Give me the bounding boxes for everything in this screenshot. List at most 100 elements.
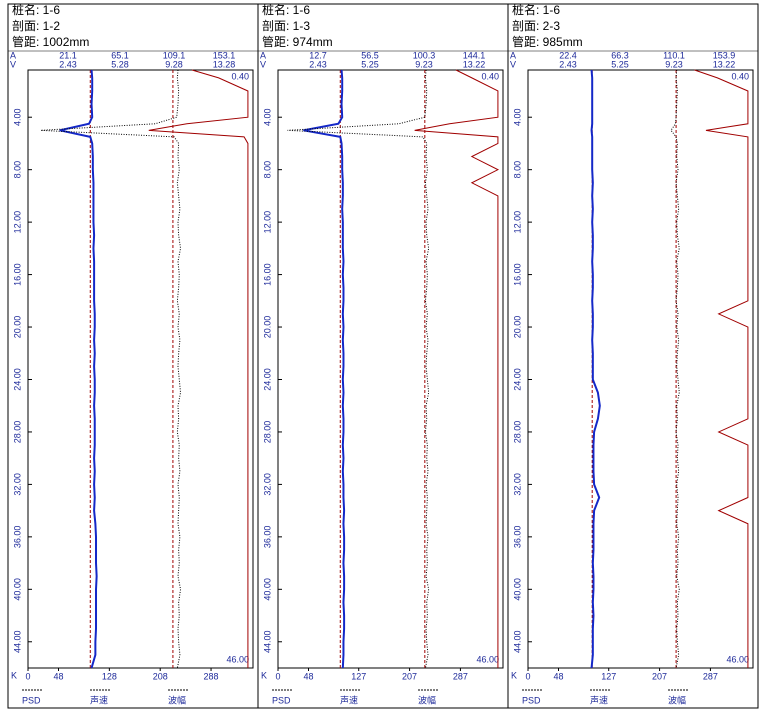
y-tick-label: 12.00: [512, 211, 522, 234]
legend-label: 波幅: [668, 694, 686, 705]
v-label: 2.43: [59, 59, 77, 69]
v-label: 5.28: [111, 59, 129, 69]
a-axis-name: A: [260, 50, 266, 60]
legend-label: 声速: [90, 694, 108, 705]
x-tick-label: 127: [351, 671, 366, 681]
v-label: 2.43: [559, 59, 577, 69]
v-label: 9.28: [165, 59, 183, 69]
depth-top-label: 0.40: [731, 71, 749, 81]
y-tick-label: 16.00: [512, 263, 522, 286]
v-axis-name: V: [10, 59, 16, 69]
series-line: [414, 69, 500, 668]
a-label: 100.3: [413, 50, 436, 60]
header-text: 剖面: 1-3: [262, 19, 310, 33]
header-text: 管距: 974mm: [262, 34, 333, 49]
x-tick-label: 0: [275, 671, 280, 681]
a-label: 109.1: [163, 50, 186, 60]
x-tick-label: 128: [102, 671, 117, 681]
series-line: [303, 69, 346, 669]
y-tick-label: 16.00: [262, 263, 272, 286]
x-tick-label: 208: [153, 671, 168, 681]
x-tick-label: 207: [402, 671, 417, 681]
v-label: 5.25: [361, 59, 379, 69]
a-label: 110.1: [663, 50, 685, 60]
x-tick-label: 287: [453, 671, 468, 681]
x-tick-label: 0: [25, 671, 30, 681]
v-label: 2.43: [309, 59, 327, 69]
legend-label: PSD: [22, 695, 41, 705]
y-tick-label: 20.00: [512, 316, 522, 339]
v-label: 13.22: [463, 59, 486, 69]
y-tick-label: 40.00: [12, 578, 22, 601]
legend-label: PSD: [272, 695, 291, 705]
x-tick-label: 207: [652, 671, 667, 681]
x-tick-label: 48: [304, 671, 314, 681]
series-line: [148, 69, 249, 668]
plot-frame: [27, 69, 254, 669]
a-axis-name: A: [510, 50, 516, 60]
legend-label: 波幅: [168, 694, 186, 705]
y-tick-label: 24.00: [12, 368, 22, 391]
a-label: 153.9: [713, 50, 736, 60]
x-tick-label: 0: [525, 671, 530, 681]
x-axis-name: K: [261, 670, 267, 680]
y-tick-label: 40.00: [512, 578, 522, 601]
y-tick-label: 32.00: [512, 473, 522, 496]
y-tick-label: 36.00: [512, 526, 522, 549]
a-label: 21.1: [59, 50, 77, 60]
v-label: 5.25: [611, 59, 629, 69]
y-tick-label: 12.00: [12, 211, 22, 234]
series-line: [694, 69, 749, 668]
plot-frame: [527, 69, 754, 669]
series-line: [287, 69, 430, 669]
a-label: 66.3: [611, 50, 629, 60]
depth-bottom-label: 46.00: [226, 654, 249, 664]
y-tick-label: 8.00: [262, 161, 272, 179]
x-tick-label: 288: [204, 671, 219, 681]
y-tick-label: 8.00: [12, 161, 22, 179]
y-tick-label: 16.00: [12, 263, 22, 286]
header-text: 剖面: 1-2: [12, 19, 60, 33]
y-tick-label: 24.00: [512, 368, 522, 391]
x-axis-name: K: [11, 670, 17, 680]
y-tick-label: 44.00: [512, 631, 522, 654]
y-tick-label: 40.00: [262, 578, 272, 601]
x-tick-label: 127: [601, 671, 616, 681]
y-tick-label: 20.00: [12, 316, 22, 339]
y-tick-label: 32.00: [262, 473, 272, 496]
y-tick-label: 36.00: [12, 526, 22, 549]
legend-label: PSD: [522, 695, 541, 705]
a-label: 153.1: [213, 50, 236, 60]
x-tick-label: 48: [554, 671, 564, 681]
x-axis-name: K: [511, 670, 517, 680]
header-text: 管距: 1002mm: [12, 34, 89, 49]
y-tick-label: 4.00: [262, 108, 272, 126]
v-label: 9.23: [665, 59, 683, 69]
y-tick-label: 4.00: [12, 108, 22, 126]
panel-frame: [507, 3, 759, 709]
header-text: 剖面: 2-3: [512, 19, 560, 33]
y-tick-label: 4.00: [512, 108, 522, 126]
x-tick-label: 287: [703, 671, 718, 681]
depth-top-label: 0.40: [231, 71, 249, 81]
series-line: [40, 69, 182, 669]
v-label: 13.22: [713, 59, 736, 69]
y-tick-label: 44.00: [12, 631, 22, 654]
a-label: 144.1: [463, 50, 486, 60]
depth-bottom-label: 46.00: [476, 654, 499, 664]
y-tick-label: 36.00: [262, 526, 272, 549]
series-line: [670, 69, 680, 669]
y-tick-label: 32.00: [12, 473, 22, 496]
header-text: 桩名: 1-6: [512, 2, 560, 17]
a-label: 56.5: [361, 50, 379, 60]
y-tick-label: 24.00: [262, 368, 272, 391]
v-axis-name: V: [260, 59, 266, 69]
series-line: [590, 69, 601, 669]
header-text: 桩名: 1-6: [12, 2, 60, 17]
depth-bottom-label: 46.00: [726, 654, 749, 664]
y-tick-label: 20.00: [262, 316, 272, 339]
y-tick-label: 12.00: [262, 211, 272, 234]
